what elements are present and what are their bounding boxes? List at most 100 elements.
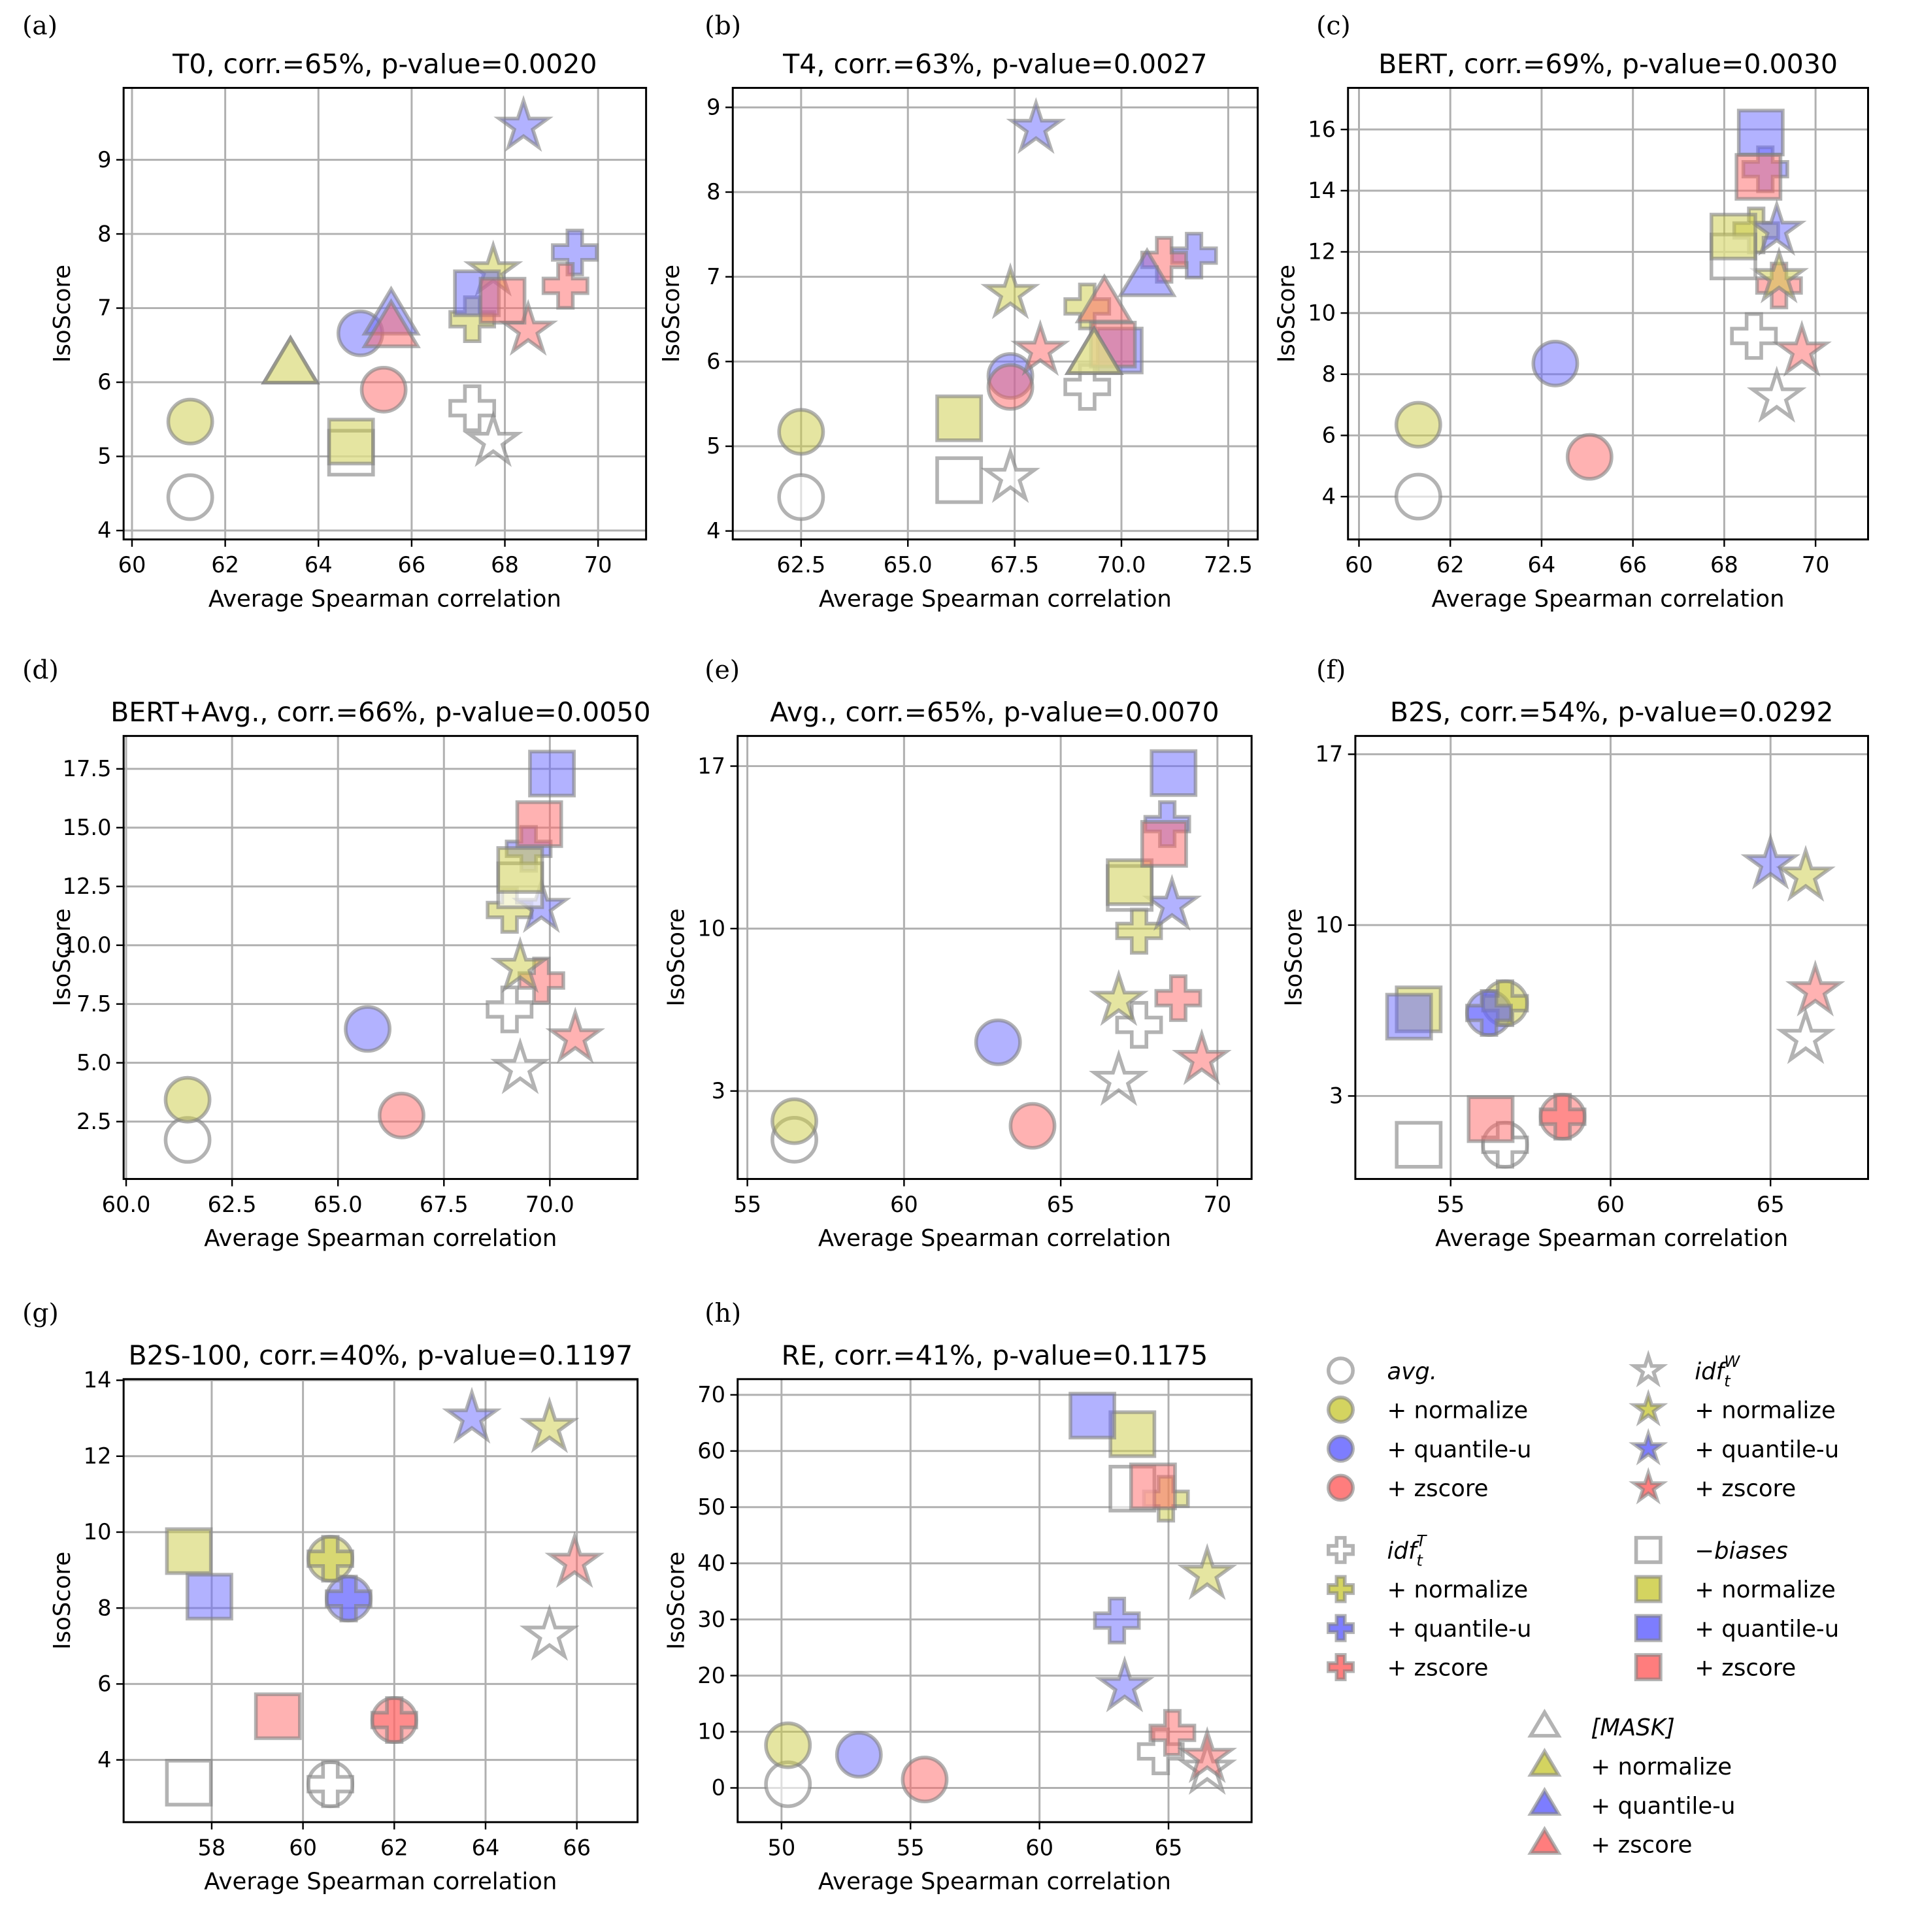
point-mask-normalize [261,335,320,385]
point-avg-zscore [986,363,1035,411]
point-avg-base [1394,472,1442,521]
point-biases-zscore [1140,820,1188,868]
point-avg-zscore [1008,1102,1057,1150]
legend-label: −biases [1695,1537,1788,1564]
point-idfT-quantile [1465,989,1513,1037]
point-idfW-zscore [1785,959,1846,1017]
legend-marker-triangle-icon [1527,1786,1562,1816]
legend-label: + quantile-u [1387,1436,1531,1463]
point-idfW-base [1776,1007,1836,1064]
legend-item-biases-zscore: + zscore [1634,1653,1796,1682]
legend-label: + quantile-u [1695,1616,1839,1643]
x-tick-label: 62 [380,1835,408,1860]
legend-label: [MASK] [1591,1714,1674,1741]
subplot-title: Avg., corr.=65%, p-value=0.0070 [770,696,1219,728]
legend-label: + normalize [1695,1398,1836,1424]
x-tick-label: 60 [289,1835,317,1860]
y-axis-label: IsoScore [663,1552,690,1650]
point-idfW-base [490,1037,550,1094]
panel-label: (a) [22,11,58,41]
point-idfW-zscore [1772,319,1832,377]
legend-item-biases-base: −biases [1634,1535,1788,1564]
x-tick-label: 64 [305,552,333,578]
point-avg-quantile [344,1005,392,1053]
legend-label: + quantile-u [1695,1436,1839,1463]
x-tick-label: 50 [767,1835,795,1860]
point-idfT-zscore [370,1696,418,1744]
point-biases-zscore [254,1692,302,1741]
point-idfT-base [448,384,497,433]
point-avg-normalize [764,1721,812,1769]
legend-label: + zscore [1695,1655,1796,1682]
x-tick-label: 55 [1436,1192,1465,1217]
y-tick-label: 50 [697,1494,725,1520]
point-idfT-normalize [1115,907,1163,955]
point-idfW-normalize [1749,246,1810,304]
y-tick-label: 17 [697,753,725,779]
x-tick-label: 55 [897,1835,925,1860]
point-idfW-base [520,1603,580,1661]
point-idfW-normalize [490,936,550,993]
legend-item-mask-zscore: + zscore [1527,1826,1692,1859]
axes-frame [737,734,1253,1180]
x-tick-label: 62.5 [208,1192,257,1217]
point-biases-normalize [935,394,984,442]
point-idfW-normalize [1089,969,1149,1026]
y-tick-label: 20 [697,1663,725,1688]
point-idfW-base [1746,365,1807,423]
point-biases-quantile [1068,1392,1116,1440]
x-tick-label: 64 [472,1835,500,1860]
point-idfT-base [486,985,534,1034]
legend-marker-triangle-icon [1527,1748,1562,1777]
legend-marker-square-icon [1634,1535,1663,1564]
x-tick-label: 68 [1710,552,1738,578]
y-tick-label: 2.5 [76,1109,111,1134]
x-axis-label: Average Spearman correlation [818,1869,1171,1895]
legend-item-mask-quantile: + quantile-u [1527,1786,1735,1820]
y-tick-label: 40 [697,1550,725,1576]
x-tick-label: 58 [198,1835,226,1860]
x-tick-label: 66 [563,1835,591,1860]
y-tick-label: 4 [97,517,111,543]
subplot-g: 58 60 62 64 66 4 6 8 10 12 14 B2S-100, corr.=40%, p… [22,1299,639,1895]
legend-marker-circle-icon [1327,1473,1355,1502]
point-idfW-base [463,410,523,467]
point-avg-zscore [901,1756,949,1803]
legend-item-mask-normalize: + normalize [1527,1748,1732,1780]
x-tick-label: 72.5 [1204,552,1253,578]
x-tick-label: 60 [118,552,146,578]
point-avg-zscore [378,1091,425,1139]
legend-method-name: avg. [1387,1358,1437,1385]
y-tick-label: 4 [97,1747,111,1773]
point-biases-zscore [478,276,527,325]
y-tick-label: 60 [697,1438,725,1464]
y-tick-label: 4 [1322,483,1336,509]
axes-frame [122,1378,639,1824]
y-axis-label: IsoScore [49,1552,76,1650]
y-axis-label: IsoScore [663,908,690,1006]
legend-item-avg-normalize: + normalize [1327,1396,1528,1424]
point-idfW-quantile [1006,97,1067,154]
point-idfW-quantile [1740,832,1800,890]
x-axis-label: Average Spearman correlation [208,585,561,612]
y-tick-label: 10.0 [63,932,112,958]
axes-frame [122,86,648,541]
x-tick-label: 65 [1047,1192,1075,1217]
point-avg-quantile [1531,339,1580,387]
x-tick-label: 60 [1025,1835,1053,1860]
y-tick-label: 17 [1315,742,1343,767]
point-idfW-normalize [1776,845,1836,902]
point-avg-zscore [359,365,408,414]
point-idfT-base [1115,1001,1163,1049]
y-tick-label: 12 [1308,239,1336,265]
legend-label: + zscore [1387,1475,1488,1502]
x-tick-label: 67.5 [420,1192,469,1217]
legend-marker-plus-icon [1327,1575,1355,1603]
legend-method-name: [MASK] [1591,1714,1674,1741]
y-tick-label: 14 [1308,178,1336,203]
point-idfW-zscore [1010,319,1070,376]
legend-item-idfT-zscore: + zscore [1327,1653,1488,1682]
legend-marker-triangle-icon [1527,1826,1562,1855]
